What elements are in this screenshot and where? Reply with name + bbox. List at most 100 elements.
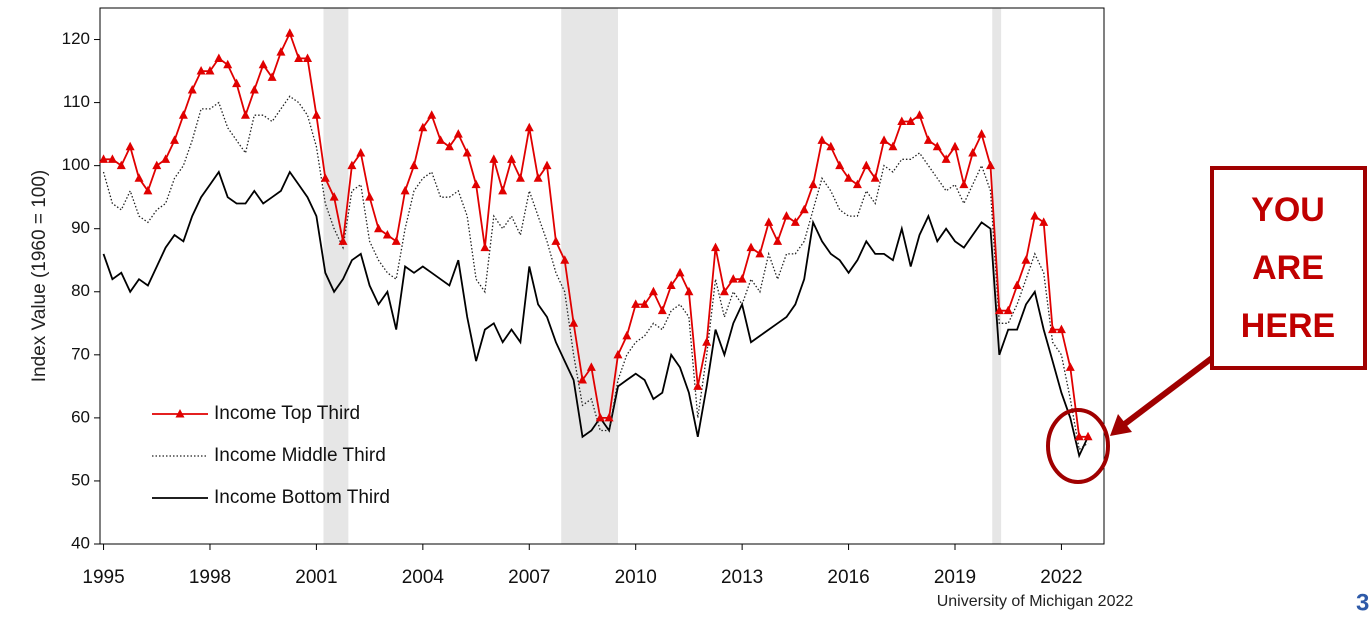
marker	[329, 192, 339, 201]
marker	[870, 173, 880, 182]
marker	[1039, 217, 1049, 226]
annotation-box	[1210, 166, 1367, 370]
marker	[249, 84, 259, 94]
marker	[294, 53, 304, 62]
marker	[631, 299, 641, 308]
x-tick-label: 2004	[402, 567, 445, 588]
marker	[524, 122, 534, 132]
plot-frame	[99, 7, 1105, 545]
marker	[781, 211, 791, 220]
marker	[267, 72, 277, 81]
marker	[915, 110, 925, 119]
marker	[648, 286, 658, 296]
marker	[799, 204, 809, 214]
marker	[214, 53, 224, 62]
marker	[666, 280, 676, 289]
marker	[888, 141, 898, 151]
marker	[1056, 324, 1066, 334]
annotation-text: ARE	[1252, 249, 1324, 287]
marker	[968, 148, 978, 157]
page-number: 3	[1356, 589, 1369, 612]
marker	[861, 160, 871, 170]
recession-shade	[561, 8, 618, 544]
marker	[116, 160, 126, 170]
marker	[303, 53, 313, 62]
x-tick-label: 2022	[1040, 567, 1082, 588]
marker	[320, 173, 330, 182]
source: University of Michigan 2022	[937, 593, 1134, 610]
legend-marker	[175, 409, 185, 418]
x-tick-label: 1995	[82, 567, 124, 588]
marker	[125, 141, 135, 151]
marker	[817, 135, 827, 144]
marker	[498, 185, 508, 195]
marker	[852, 179, 862, 189]
marker	[577, 375, 587, 384]
marker	[391, 236, 401, 245]
y-axis-label: Index Value (1960 = 100)	[29, 170, 50, 383]
marker	[515, 173, 525, 182]
marker	[586, 362, 596, 371]
marker	[746, 242, 756, 252]
marker	[382, 230, 392, 239]
annotation-text: HERE	[1241, 307, 1335, 345]
marker	[161, 154, 171, 163]
marker	[675, 267, 685, 277]
marker	[835, 160, 845, 170]
y-tick-label: 90	[71, 218, 90, 237]
marker	[719, 286, 729, 296]
marker	[444, 141, 454, 151]
x-tick-label: 2013	[721, 567, 763, 588]
marker	[569, 318, 579, 327]
marker	[178, 110, 188, 119]
annotation-text: YOU	[1251, 191, 1325, 229]
marker	[471, 179, 481, 189]
marker	[311, 110, 321, 119]
marker	[542, 160, 552, 170]
marker	[941, 154, 951, 163]
marker	[276, 47, 286, 56]
marker	[897, 116, 907, 126]
y-tick-label: 70	[71, 344, 90, 363]
marker	[480, 242, 490, 252]
marker	[844, 173, 854, 182]
marker	[640, 299, 650, 308]
y-tick-label: 60	[71, 407, 90, 426]
marker	[373, 223, 383, 233]
marker	[507, 154, 517, 163]
x-tick-label: 2019	[934, 567, 976, 588]
marker	[702, 337, 712, 346]
marker	[1012, 280, 1022, 289]
marker	[728, 274, 738, 283]
marker	[693, 381, 703, 390]
marker	[613, 349, 623, 359]
marker	[773, 236, 783, 245]
marker	[418, 122, 428, 132]
marker	[533, 173, 543, 182]
marker	[152, 160, 162, 170]
annotation-arrowhead	[1110, 414, 1132, 436]
marker	[107, 154, 117, 163]
annotation-circle	[1046, 408, 1110, 484]
marker	[205, 66, 215, 75]
y-tick-label: 100	[62, 155, 90, 174]
marker	[365, 192, 375, 201]
marker	[906, 116, 916, 126]
x-tick-label: 2001	[295, 567, 337, 588]
legend-label: Income Middle Third	[214, 445, 386, 466]
marker	[595, 412, 605, 422]
x-tick-label: 2010	[615, 567, 657, 588]
marker	[560, 255, 570, 264]
series-line	[103, 30, 1088, 438]
marker	[551, 236, 561, 245]
marker	[1030, 211, 1040, 220]
marker	[436, 135, 446, 144]
marker	[923, 135, 933, 144]
marker	[462, 148, 472, 157]
marker	[427, 110, 437, 119]
marker	[977, 129, 987, 138]
marker	[232, 78, 242, 88]
plot-area: 40 50 60 70 80 90 100 110 120 1995 1998 2001 2004 200…	[62, 7, 1105, 588]
y-tick-label: 50	[71, 470, 90, 489]
marker	[187, 84, 197, 94]
